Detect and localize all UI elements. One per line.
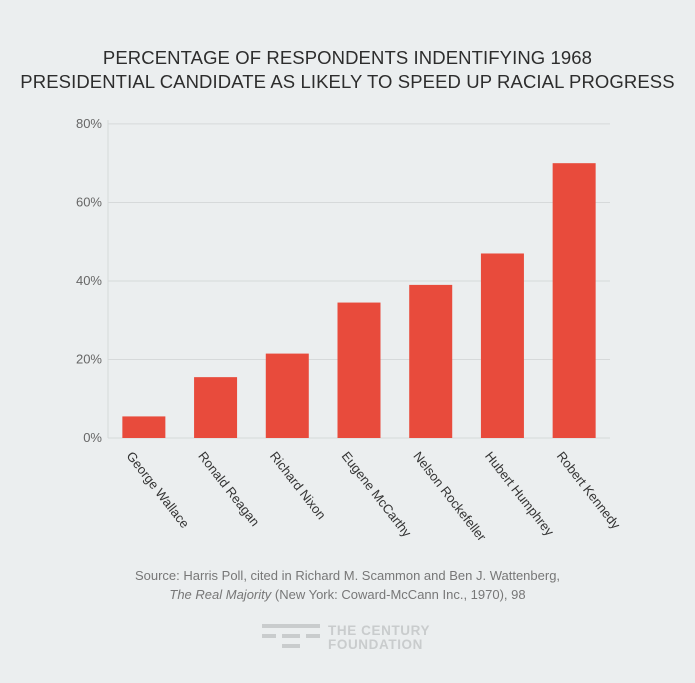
x-tick-label: Nelson Rockefeller: [410, 449, 489, 545]
bar: [194, 377, 238, 438]
century-foundation-logo: THE CENTURY FOUNDATION: [262, 622, 430, 654]
chart-title-line-2: PRESIDENTIAL CANDIDATE AS LIKELY TO SPEE…: [20, 71, 675, 92]
bar: [265, 353, 309, 438]
bar-chart: 0% 20% 40% 60% 80% George Wallace Ronald Reaga…: [76, 116, 624, 545]
source-line-2-rest: (New York: Coward-McCann Inc., 1970), 98: [271, 587, 526, 602]
x-tick-label: Hubert Humphrey: [482, 449, 557, 539]
y-tick-label: 20%: [76, 351, 102, 366]
logo-text: THE CENTURY FOUNDATION: [328, 624, 430, 652]
bar: [337, 302, 381, 438]
source-book-title: The Real Majority: [169, 587, 272, 602]
source-note: Source: Harris Poll, cited in Richard M.…: [0, 566, 695, 604]
bar: [122, 416, 166, 438]
source-line-2: The Real Majority (New York: Coward-McCa…: [0, 585, 695, 604]
logo-mark-icon: [262, 624, 320, 648]
x-tick-label: Eugene McCarthy: [339, 449, 415, 541]
y-tick-label: 40%: [76, 273, 102, 288]
chart-title: PERCENTAGE OF RESPONDENTS INDENTIFYING 1…: [0, 46, 695, 94]
logo-line-1: THE CENTURY: [328, 623, 431, 638]
logo-line-2: FOUNDATION: [328, 637, 423, 652]
bar: [480, 253, 524, 438]
y-tick-label: 60%: [76, 194, 102, 209]
x-tick-label: George Wallace: [123, 449, 192, 531]
x-tick-label: Robert Kennedy: [554, 449, 624, 533]
source-line-1: Source: Harris Poll, cited in Richard M.…: [134, 568, 561, 583]
bar: [409, 284, 453, 438]
y-tick-label: 80%: [76, 116, 102, 131]
x-tick-label: Richard Nixon: [267, 449, 329, 523]
chart-title-line-1: PERCENTAGE OF RESPONDENTS INDENTIFYING 1…: [102, 47, 593, 68]
x-tick-label: Ronald Reagan: [195, 449, 262, 529]
bar: [552, 163, 596, 438]
y-tick-label: 0%: [83, 430, 102, 445]
